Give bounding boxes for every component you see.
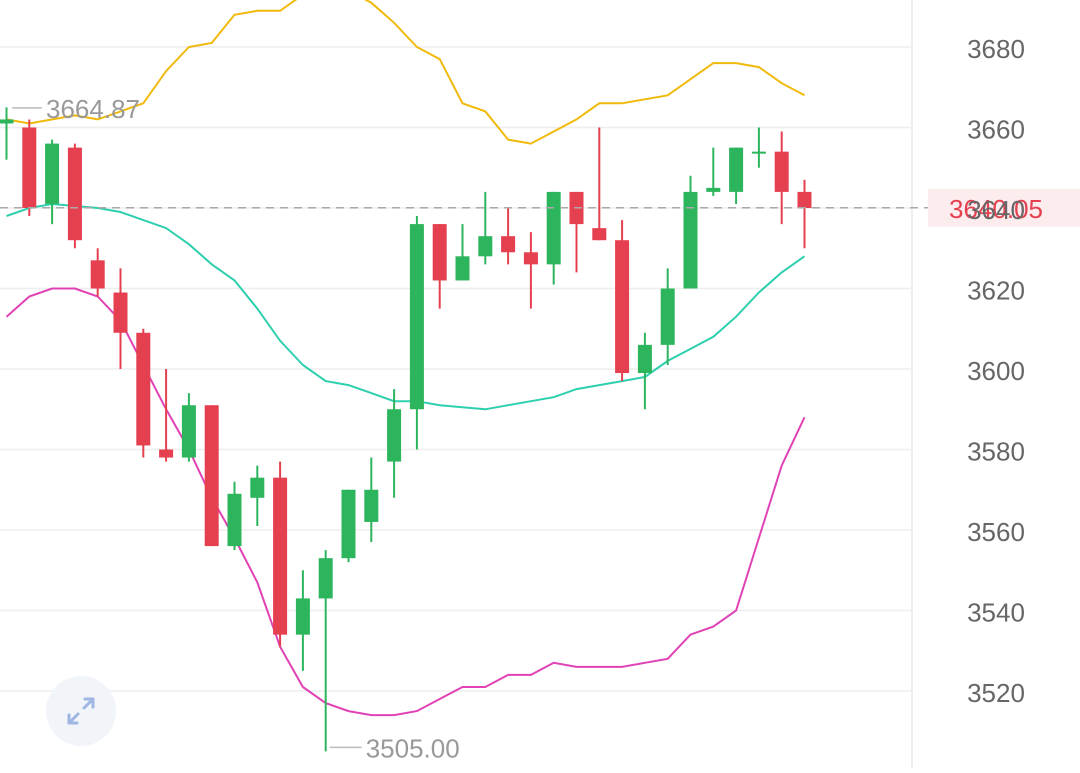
candle[interactable] xyxy=(592,127,607,241)
candle-body xyxy=(660,288,675,345)
candle-body xyxy=(432,224,447,281)
y-tick-label: 3660 xyxy=(967,115,1025,145)
y-tick-label: 3640 xyxy=(967,195,1025,225)
candle-body xyxy=(523,252,538,265)
candle[interactable] xyxy=(341,489,356,563)
candle-body xyxy=(501,236,516,253)
candle[interactable] xyxy=(432,224,447,309)
candle[interactable] xyxy=(706,147,721,196)
candle[interactable] xyxy=(478,191,493,265)
candle-body xyxy=(546,191,561,265)
candle-body xyxy=(318,558,333,599)
candle[interactable] xyxy=(683,175,698,289)
candle-body xyxy=(22,127,37,208)
candle-body xyxy=(683,191,698,289)
candle[interactable] xyxy=(387,389,402,498)
low-marker-label: 3505.00 xyxy=(366,733,460,763)
candle[interactable] xyxy=(136,328,151,458)
price-markers: 3640.05 3664.87 3505.00 xyxy=(0,94,1080,763)
expand-button[interactable] xyxy=(46,676,116,746)
candle[interactable] xyxy=(318,550,333,752)
candle-body xyxy=(774,151,789,192)
candle[interactable] xyxy=(797,179,812,249)
y-tick-label: 3680 xyxy=(967,34,1025,64)
middle-band-line xyxy=(6,202,806,411)
candle[interactable] xyxy=(615,220,630,382)
candle-body xyxy=(227,493,242,547)
candle-body xyxy=(295,598,310,635)
candle-body xyxy=(409,224,424,410)
candle-body xyxy=(455,256,470,281)
candle-body xyxy=(729,147,744,192)
candle[interactable] xyxy=(774,131,789,225)
candle-body xyxy=(113,292,128,333)
candle[interactable] xyxy=(113,268,128,369)
candle-body xyxy=(592,228,607,241)
candle-body xyxy=(341,489,356,559)
y-tick-label: 3560 xyxy=(967,517,1025,547)
candle-body xyxy=(615,240,630,374)
candle[interactable] xyxy=(273,461,288,647)
candle-body xyxy=(637,344,652,374)
candle-body xyxy=(751,151,766,154)
candle-body xyxy=(478,236,493,257)
current-price-badge xyxy=(928,188,1080,227)
candle[interactable] xyxy=(250,465,265,526)
candle[interactable] xyxy=(569,191,584,273)
y-tick-label: 3520 xyxy=(967,678,1025,708)
candle-body xyxy=(181,405,196,458)
candle[interactable] xyxy=(751,127,766,168)
candle[interactable] xyxy=(67,143,82,249)
candle[interactable] xyxy=(159,369,174,462)
expand-arrows-icon xyxy=(67,697,95,725)
y-tick-label: 3540 xyxy=(967,598,1025,628)
candle-body xyxy=(136,332,151,446)
candle[interactable] xyxy=(295,570,310,671)
candle[interactable] xyxy=(729,147,744,204)
candle-body xyxy=(45,143,60,204)
candle-body xyxy=(67,147,82,241)
current-price-label: 3640.05 xyxy=(949,194,1043,224)
candle-body xyxy=(90,260,105,289)
candle-body xyxy=(159,449,174,458)
candle-body xyxy=(250,477,265,498)
candle[interactable] xyxy=(546,191,561,285)
candle[interactable] xyxy=(501,208,516,265)
y-tick-label: 3600 xyxy=(967,356,1025,386)
candle[interactable] xyxy=(0,107,14,160)
y-tick-label: 3620 xyxy=(967,276,1025,306)
y-axis: 3520 3540 3560 3580 3600 3620 3640 3660 3680 xyxy=(967,34,1025,708)
candle-body xyxy=(364,489,379,522)
candle[interactable] xyxy=(90,248,105,297)
candle[interactable] xyxy=(22,119,37,217)
candle[interactable] xyxy=(181,393,196,462)
y-tick-label: 3580 xyxy=(967,437,1025,467)
upper-band-line xyxy=(6,0,805,145)
high-marker-label: 3664.87 xyxy=(46,94,140,124)
candle[interactable] xyxy=(637,332,652,410)
candle-body xyxy=(706,187,721,192)
candle-body xyxy=(797,191,812,208)
candle[interactable] xyxy=(660,268,675,365)
grid-lines xyxy=(0,0,913,768)
candle[interactable] xyxy=(227,481,242,551)
candle[interactable] xyxy=(523,232,538,309)
candles[interactable] xyxy=(0,107,812,752)
candle-body xyxy=(387,409,402,462)
candle-body xyxy=(273,477,288,635)
candle[interactable] xyxy=(45,139,60,225)
candle-body xyxy=(204,405,219,547)
candle[interactable] xyxy=(364,457,379,543)
candle[interactable] xyxy=(409,216,424,450)
candle-body xyxy=(0,119,14,124)
candle[interactable] xyxy=(455,224,470,281)
candle[interactable] xyxy=(204,405,219,547)
